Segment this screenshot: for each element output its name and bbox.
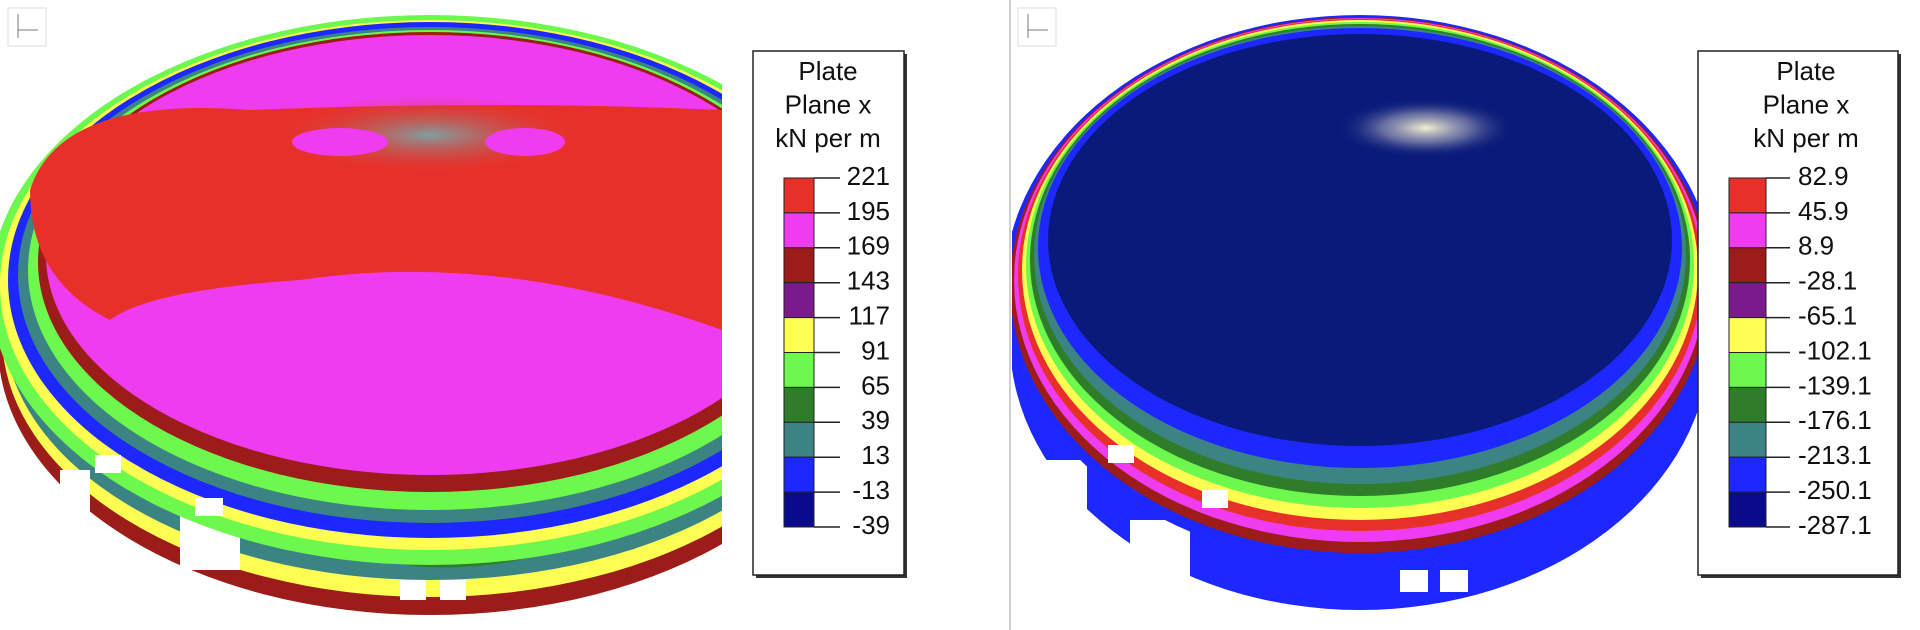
axis-icon: [7, 7, 47, 47]
legend-title: Plane x: [1763, 89, 1850, 119]
axis-icon: [1017, 7, 1057, 47]
legend-level: -250.1: [1798, 475, 1872, 505]
legend-swatch: [783, 352, 815, 388]
legend-swatch: [1728, 212, 1767, 249]
legend-level: 221: [847, 161, 890, 191]
legend-title: kN per m: [1753, 123, 1858, 153]
legend-level: -39: [852, 510, 890, 540]
legend-swatch: [783, 491, 815, 528]
legend-level: -176.1: [1798, 405, 1872, 435]
legend-level: -13: [852, 475, 890, 505]
legend-swatch: [1728, 177, 1767, 214]
legend-swatch: [783, 456, 815, 493]
legend-swatch: [783, 421, 815, 458]
legend-swatch: [783, 317, 815, 354]
legend-level: 39: [861, 405, 890, 435]
legend-swatch: [1728, 386, 1767, 423]
legend-level: -213.1: [1798, 440, 1872, 470]
legend-level: 143: [847, 266, 890, 296]
legend-swatch: [1728, 456, 1767, 493]
legend-level: 117: [849, 300, 890, 330]
legend-level: 169: [847, 231, 890, 261]
legend-level: 45.9: [1798, 196, 1849, 226]
legend-level: 82.9: [1798, 161, 1849, 191]
legend-title: Plate: [1776, 56, 1835, 86]
legend-swatch: [1728, 317, 1767, 354]
legend-title: Plane x: [785, 89, 872, 119]
legend-level: 8.9: [1798, 231, 1834, 261]
legend-box: [752, 50, 905, 576]
legend-swatch: [783, 247, 815, 284]
legend-swatch: [783, 212, 815, 249]
legend-title: Plate: [798, 56, 857, 86]
legend-swatch: [783, 386, 815, 423]
legend-swatch: [783, 282, 815, 319]
legend-swatch: [1728, 421, 1767, 458]
legend-level: -287.1: [1798, 510, 1872, 540]
legend-level: -102.1: [1798, 335, 1872, 365]
legend-level: 13: [861, 440, 890, 470]
legend-level: -28.1: [1798, 266, 1857, 296]
legend-level: 91: [861, 335, 890, 365]
legend-level: -65.1: [1798, 300, 1857, 330]
dome-left: [0, 15, 722, 615]
legend-title: kN per m: [775, 123, 880, 153]
legend-swatch: [1728, 352, 1767, 388]
legend-level: -139.1: [1798, 370, 1872, 400]
legend-level: 195: [847, 196, 890, 226]
legend-level: 65: [861, 370, 890, 400]
dome-right: [1012, 15, 1698, 610]
legend-swatch: [1728, 491, 1767, 528]
legend-swatch: [1728, 282, 1767, 319]
legend-swatch: [1728, 247, 1767, 284]
legend-swatch: [783, 177, 815, 214]
